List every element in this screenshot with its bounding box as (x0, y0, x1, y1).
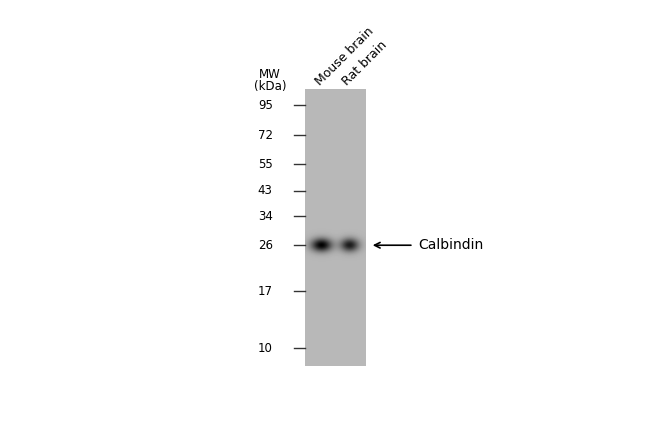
Text: 26: 26 (257, 239, 273, 252)
Text: 10: 10 (258, 342, 273, 355)
Text: Rat brain: Rat brain (341, 38, 390, 88)
Text: 95: 95 (258, 99, 273, 112)
Text: 34: 34 (258, 210, 273, 223)
Bar (306, 89, 366, 366)
Text: Calbindin: Calbindin (418, 238, 483, 252)
Text: 55: 55 (258, 158, 273, 171)
Text: 72: 72 (257, 129, 273, 142)
Text: (kDa): (kDa) (254, 80, 287, 93)
Text: MW: MW (259, 68, 281, 81)
Text: 17: 17 (257, 284, 273, 298)
Text: Mouse brain: Mouse brain (313, 24, 376, 88)
Text: 43: 43 (258, 184, 273, 197)
